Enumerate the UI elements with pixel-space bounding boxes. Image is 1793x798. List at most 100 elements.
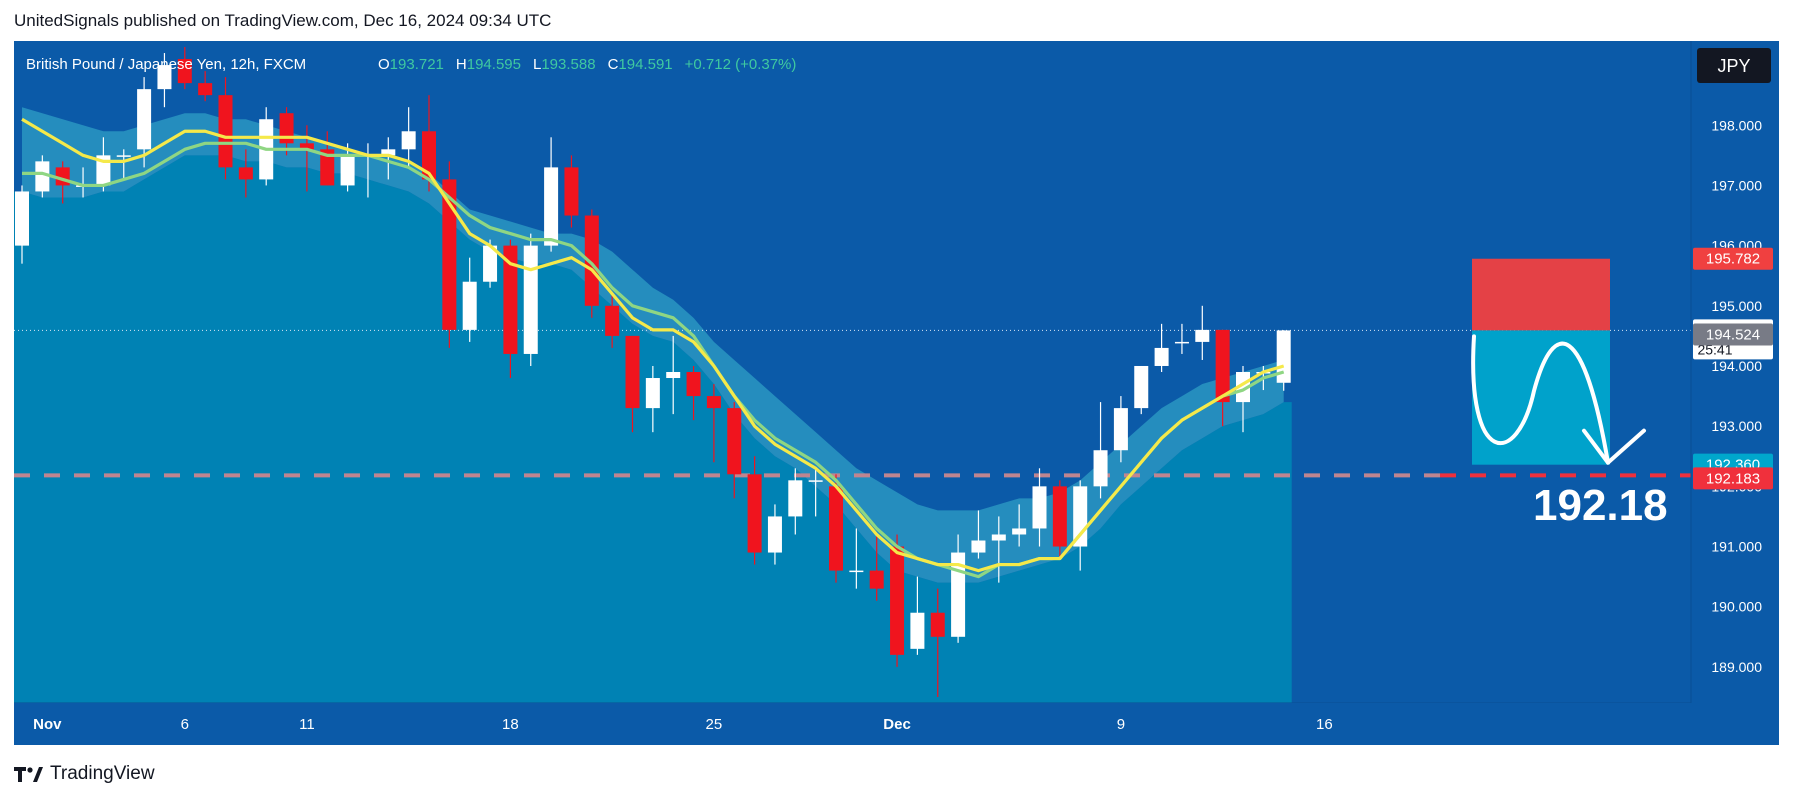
candle-down[interactable]: [198, 83, 213, 96]
candle-up[interactable]: [910, 612, 925, 649]
candle-up[interactable]: [788, 480, 803, 517]
price-tick-label: 193.000: [1711, 418, 1762, 434]
legend-ohlc: O193.721 H194.595 L193.588 C194.591 +0.712 (…: [378, 56, 796, 73]
candle-up[interactable]: [1195, 329, 1210, 342]
candle-up[interactable]: [767, 516, 782, 553]
candle-up[interactable]: [1276, 330, 1291, 383]
candle-down[interactable]: [503, 245, 518, 354]
candle-up[interactable]: [1174, 341, 1189, 344]
candle-up[interactable]: [523, 245, 538, 354]
candle-up[interactable]: [1154, 347, 1169, 366]
legend-low-label: L: [533, 56, 541, 73]
candle-up[interactable]: [157, 65, 172, 90]
candle-up[interactable]: [991, 534, 1006, 541]
time-tick-label: 11: [299, 716, 315, 733]
time-tick-label: 16: [1316, 716, 1333, 733]
candle-down[interactable]: [584, 215, 599, 306]
candle-up[interactable]: [116, 155, 131, 157]
candle-down[interactable]: [869, 570, 884, 589]
stop-loss-zone[interactable]: [1472, 258, 1610, 331]
price-tick-label: 194.000: [1711, 358, 1762, 374]
legend-change: +0.712 (+0.37%): [685, 56, 797, 73]
candle-up[interactable]: [849, 570, 864, 573]
legend-low-value: 193.588: [541, 56, 595, 73]
candle-down[interactable]: [930, 612, 945, 637]
down-arrow-icon: [1582, 428, 1646, 465]
candle-up[interactable]: [483, 245, 498, 282]
candle-up[interactable]: [340, 155, 355, 186]
time-axis-background: [14, 703, 1779, 745]
target-line-price-label-bg: [1693, 467, 1773, 490]
candle-up[interactable]: [1032, 486, 1047, 529]
time-tick-label: 18: [502, 716, 519, 733]
ema-price-label-bg: [1693, 323, 1773, 346]
candle-up[interactable]: [951, 552, 966, 637]
price-tick-label: 189.000: [1711, 659, 1762, 675]
candle-up[interactable]: [666, 372, 681, 379]
candle-up[interactable]: [544, 167, 559, 246]
time-axis[interactable]: Nov 6 11 18 25 Dec 9 16: [33, 716, 1333, 733]
price-tick-label: 197.000: [1711, 177, 1762, 193]
stop-price-label-bg: [1693, 247, 1773, 270]
legend-open-value: 193.721: [390, 56, 444, 73]
price-tick-label: 191.000: [1711, 539, 1762, 555]
candles[interactable]: [15, 47, 1291, 697]
candle-down[interactable]: [1215, 329, 1230, 403]
target-annotation: 192.18: [1533, 481, 1668, 530]
ema-price-label: 194.524: [1706, 326, 1760, 343]
candle-up[interactable]: [1012, 528, 1027, 535]
candle-down[interactable]: [605, 305, 620, 336]
candle-down[interactable]: [686, 372, 701, 397]
candle-down[interactable]: [299, 143, 314, 150]
currency-badge-label: JPY: [1717, 56, 1750, 76]
candle-up[interactable]: [137, 89, 152, 150]
legend-close-value: 194.591: [618, 56, 672, 73]
candle-up[interactable]: [1093, 450, 1108, 487]
trade-drawing[interactable]: 192.18: [1471, 258, 1668, 530]
time-tick-label: 9: [1117, 716, 1125, 733]
candle-up[interactable]: [462, 281, 477, 330]
candle-down[interactable]: [320, 149, 335, 186]
candle-down[interactable]: [218, 95, 233, 168]
price-axis-background: [1691, 41, 1779, 703]
legend-high-label: H: [456, 56, 467, 73]
candle-up[interactable]: [1073, 486, 1088, 547]
candle-down[interactable]: [564, 167, 579, 216]
legend-open-label: O: [378, 56, 390, 73]
candle-up[interactable]: [35, 161, 50, 192]
candle-up[interactable]: [15, 191, 29, 246]
legend-title: British Pound / Japanese Yen, 12h, FXCM: [26, 56, 306, 73]
candle-up[interactable]: [971, 540, 986, 553]
candle-down[interactable]: [829, 486, 843, 571]
candle-down[interactable]: [706, 396, 721, 409]
time-tick-label: 6: [181, 716, 189, 733]
candle-up[interactable]: [401, 131, 416, 150]
candle-down[interactable]: [625, 335, 640, 409]
candle-up[interactable]: [1134, 365, 1149, 409]
candle-down[interactable]: [238, 167, 253, 180]
candle-up[interactable]: [808, 480, 823, 482]
candle-down[interactable]: [422, 131, 436, 180]
candle-down[interactable]: [177, 59, 192, 84]
price-tick-label: 195.000: [1711, 298, 1762, 314]
candle-down[interactable]: [747, 474, 762, 553]
tradingview-logo-icon: [14, 767, 43, 782]
tradingview-brand[interactable]: TradingView: [14, 760, 155, 788]
currency-badge[interactable]: JPY: [1697, 48, 1771, 83]
take-profit-zone[interactable]: [1472, 330, 1610, 465]
candle-down[interactable]: [890, 546, 905, 655]
candle-up[interactable]: [1236, 372, 1250, 403]
candle-up[interactable]: [1113, 408, 1128, 451]
candle-up[interactable]: [645, 378, 660, 409]
tradingview-brand-label: TradingView: [50, 763, 155, 784]
candle-down[interactable]: [727, 408, 742, 475]
candle-down[interactable]: [442, 179, 457, 330]
time-tick-label: 25: [706, 716, 723, 733]
ema-lines: [21, 117, 1285, 579]
candle-down[interactable]: [1052, 486, 1067, 547]
price-tick-label: 190.000: [1711, 599, 1762, 615]
ema-fast-line: [21, 117, 1285, 573]
candle-up[interactable]: [381, 149, 396, 156]
